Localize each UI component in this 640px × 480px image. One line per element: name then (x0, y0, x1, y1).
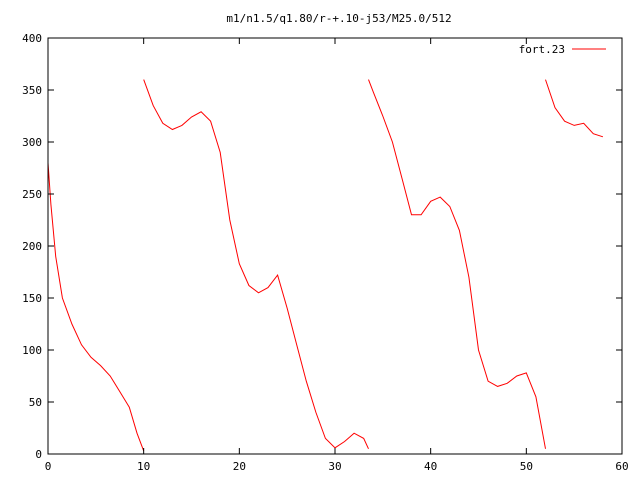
y-tick-label: 350 (22, 84, 42, 97)
y-tick-label: 250 (22, 188, 42, 201)
legend-label: fort.23 (519, 43, 565, 56)
x-tick-label: 20 (233, 460, 246, 473)
legend: fort.23 (519, 43, 606, 56)
y-tick-label: 400 (22, 32, 42, 45)
y-tick-label: 50 (29, 396, 42, 409)
x-tick-label: 50 (520, 460, 533, 473)
x-axis: 0 10 20 30 40 50 60 (45, 38, 629, 473)
x-tick-label: 60 (615, 460, 628, 473)
y-tick-label: 0 (35, 448, 42, 461)
chart-title: m1/n1.5/q1.80/r-+.10-j53/M25.0/512 (226, 12, 451, 25)
x-tick-label: 30 (328, 460, 341, 473)
y-tick-label: 200 (22, 240, 42, 253)
series-layer (47, 79, 604, 452)
y-tick-label: 300 (22, 136, 42, 149)
y-tick-label: 100 (22, 344, 42, 357)
x-tick-label: 40 (424, 460, 437, 473)
x-tick-label: 10 (137, 460, 150, 473)
y-axis: 0 50 100 150 200 250 300 350 400 (22, 32, 622, 461)
series-line-fort-23 (47, 79, 604, 452)
plot-frame (47, 37, 623, 455)
x-tick-label: 0 (45, 460, 52, 473)
y-tick-label: 150 (22, 292, 42, 305)
